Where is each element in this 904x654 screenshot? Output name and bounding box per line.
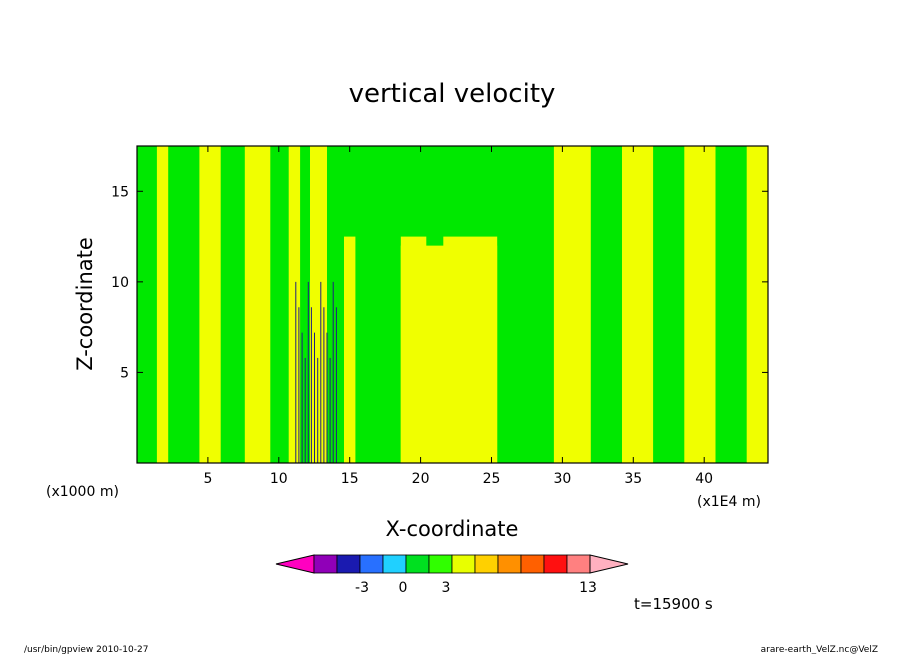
x-tick-label-1: 5 [203,471,212,487]
y-axis-ticks: 5 10 15 [111,184,768,381]
negative-region-1 [137,146,157,463]
negative-region-5 [300,146,310,463]
y-tick-label-1: 5 [120,365,129,381]
colorbar-cell-10 [520,554,545,574]
x-axis-label: X-coordinate [386,517,519,541]
time-label: t=15900 s [634,595,713,613]
x-unit-right: (x1E4 m) [697,494,761,510]
colorbar-label-1: -3 [355,580,369,596]
colorbar-cell-8 [474,554,499,574]
x-tick-label-5: 25 [483,471,501,487]
y-tick-label-2: 10 [111,275,129,291]
chart-title: vertical velocity [349,79,556,109]
colorbar-cell-12 [566,554,591,574]
colorbar-cell-5 [405,554,430,574]
colorbar-cell-9 [497,554,522,574]
y-tick-label-3: 15 [111,184,129,200]
y-axis-label: Z-coordinate [73,237,97,371]
colorbar [275,554,629,574]
colorbar-cell-3 [359,554,384,574]
negative-region-4 [270,146,289,463]
colorbar-label-2: 0 [399,580,408,596]
colorbar-arrow-low [275,554,315,574]
colorbar-cell-2 [336,554,361,574]
negative-region-12 [715,146,747,463]
negative-region-11 [653,146,685,463]
velocity-field [137,146,747,464]
x-tick-label-4: 20 [412,471,430,487]
x-tick-label-8: 40 [695,471,713,487]
negative-region-10 [590,146,622,463]
colorbar-cell-4 [382,554,407,574]
x-tick-label-7: 35 [624,471,642,487]
colorbar-cell-1 [313,554,338,574]
colorbar-arrow-high [589,554,629,574]
colorbar-labels: -3 0 3 13 [355,580,597,596]
x-unit-left: (x1000 m) [46,484,119,500]
plot-area [136,145,769,464]
negative-region-upper [342,146,520,237]
x-tick-label-6: 30 [553,471,571,487]
negative-region-3 [220,146,245,463]
negative-region-2 [168,146,200,463]
x-axis-ticks: 5 10 15 20 25 30 35 40 [203,146,713,487]
footer-right: arare-earth_VelZ.nc@VelZ [761,645,878,654]
x-tick-label-3: 15 [341,471,359,487]
colorbar-cell-6 [428,554,453,574]
colorbar-label-4: 13 [579,580,597,596]
plot-frame [136,145,769,464]
colorbar-cell-7 [451,554,476,574]
colorbar-cell-11 [543,554,568,574]
x-tick-label-2: 10 [270,471,288,487]
positive-region-center [400,245,498,464]
negative-region-6 [327,146,344,463]
footer-left: /usr/bin/gpview 2010-10-27 [24,645,148,654]
colorbar-label-3: 3 [442,580,451,596]
